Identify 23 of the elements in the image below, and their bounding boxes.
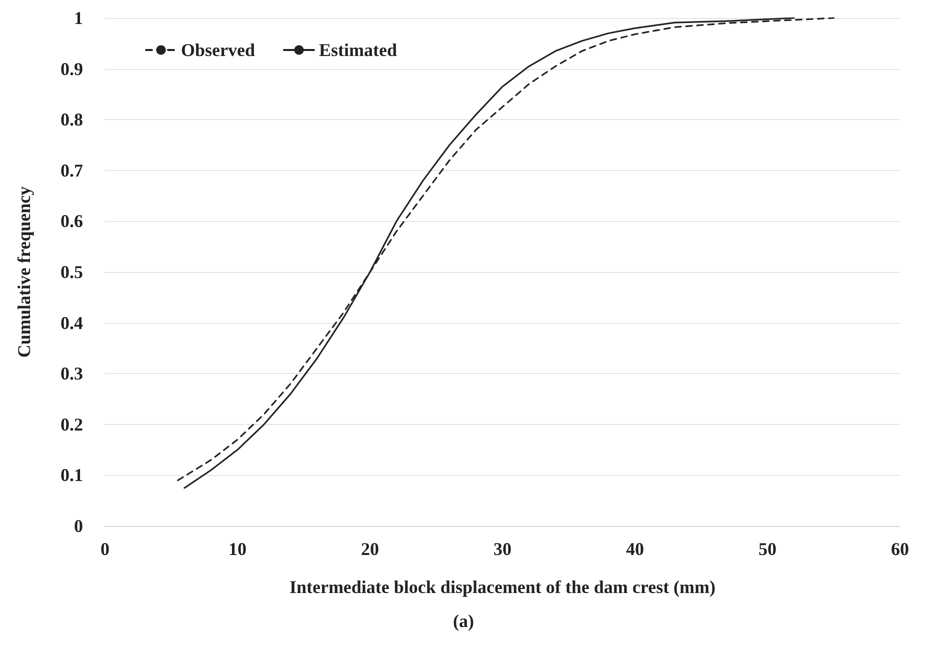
legend-label: Estimated — [318, 40, 397, 60]
y-tick-label: 0.8 — [60, 110, 83, 130]
y-tick-label: 1 — [74, 8, 83, 28]
y-tick-label: 0.9 — [60, 58, 83, 79]
x-tick-label: 60 — [891, 539, 909, 559]
x-tick-label: 0 — [100, 539, 110, 559]
y-tick-label: 0.2 — [60, 414, 83, 434]
x-axis-title: Intermediate block displacement of the dam crest (mm) — [289, 577, 716, 597]
legend-label: Observed — [181, 40, 255, 60]
x-tick-label: 40 — [626, 539, 644, 559]
y-tick-label: 0.1 — [60, 465, 83, 486]
y-tick-label: 0.7 — [60, 160, 83, 180]
text: (a) — [453, 611, 474, 631]
y-tick-label: 0.3 — [60, 364, 83, 384]
y-tick-label: 0 — [74, 516, 83, 536]
y-axis-title: Cumulative frequency — [14, 186, 34, 358]
y-tick-label: 0.4 — [60, 312, 83, 333]
x-tick-label: 50 — [758, 539, 776, 559]
y-tick-label: 0.6 — [60, 211, 83, 232]
y-tick-label: 0.5 — [60, 262, 83, 282]
x-tick-label: 10 — [228, 539, 246, 559]
x-tick-label: 20 — [361, 539, 379, 559]
x-tick-label: 30 — [494, 539, 512, 559]
